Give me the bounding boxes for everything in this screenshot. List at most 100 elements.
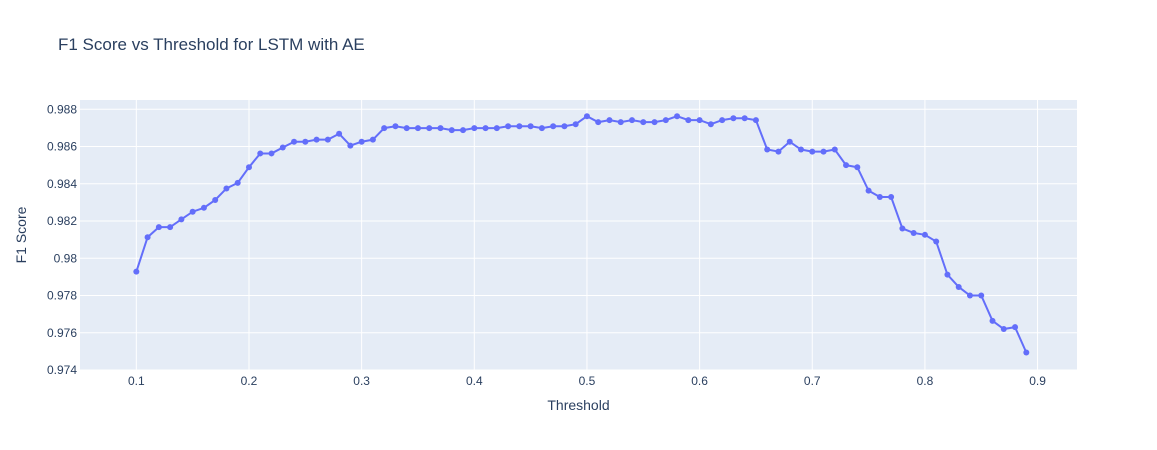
data-point	[167, 224, 174, 231]
data-point	[516, 123, 523, 130]
y-axis-label: F1 Score	[13, 206, 29, 263]
x-tick-labels: 0.1 0.2 0.3 0.4 0.5 0.6 0.7 0.8 0.9	[128, 374, 1046, 388]
data-point	[966, 292, 973, 299]
data-point	[797, 146, 804, 153]
data-point	[144, 234, 151, 241]
x-tick-label: 0.7	[804, 374, 821, 388]
data-point	[426, 125, 433, 132]
data-point	[302, 138, 309, 145]
data-point	[989, 317, 996, 324]
data-point	[696, 117, 703, 124]
x-tick-label: 0.3	[353, 374, 370, 388]
data-point	[674, 113, 681, 120]
data-point	[550, 123, 557, 130]
data-point	[629, 117, 636, 124]
data-point	[437, 125, 444, 132]
data-point	[617, 119, 624, 126]
data-point	[482, 125, 489, 132]
data-point	[764, 146, 771, 153]
x-tick-label: 0.4	[466, 374, 483, 388]
data-point	[595, 119, 602, 126]
data-point	[921, 231, 928, 238]
data-point	[1012, 324, 1019, 331]
data-point	[910, 229, 917, 236]
data-point	[336, 130, 343, 137]
data-point	[257, 150, 264, 157]
x-tick-label: 0.6	[691, 374, 708, 388]
x-tick-label: 0.8	[917, 374, 934, 388]
data-point	[831, 146, 838, 153]
data-point	[369, 136, 376, 143]
series-markers	[133, 113, 1030, 356]
data-point	[719, 117, 726, 124]
x-tick-label: 0.2	[241, 374, 258, 388]
y-tick-labels: 0.974 0.976 0.978 0.98 0.982 0.984 0.986 0.988	[47, 102, 77, 377]
y-gridlines	[80, 108, 1077, 371]
y-tick-label: 0.988	[47, 102, 77, 116]
data-point	[200, 204, 207, 211]
x-tick-label: 0.5	[579, 374, 596, 388]
data-point	[899, 225, 906, 232]
data-point	[955, 283, 962, 290]
data-point	[471, 125, 478, 132]
plot-area	[80, 100, 1077, 370]
data-point	[178, 216, 185, 223]
data-point	[245, 164, 252, 171]
data-point	[809, 148, 816, 155]
y-tick-label: 0.984	[47, 177, 77, 191]
data-point	[572, 121, 579, 128]
data-point	[606, 117, 613, 124]
data-point	[493, 125, 500, 132]
data-point	[460, 127, 467, 134]
data-point	[640, 119, 647, 126]
data-point	[392, 123, 399, 130]
data-point	[1023, 349, 1030, 356]
data-point	[538, 125, 545, 132]
data-point	[414, 125, 421, 132]
data-point	[527, 123, 534, 130]
x-tick-label: 0.1	[128, 374, 145, 388]
data-point	[561, 123, 568, 130]
data-point	[685, 117, 692, 124]
data-point	[775, 148, 782, 155]
data-point	[820, 148, 827, 155]
y-tick-label: 0.98	[54, 251, 78, 265]
data-point	[268, 150, 275, 157]
data-point	[155, 224, 162, 231]
data-point	[978, 292, 985, 299]
data-point	[752, 117, 759, 124]
x-gridlines	[135, 100, 1039, 370]
data-point	[279, 144, 286, 151]
data-point	[786, 138, 793, 145]
data-point	[583, 113, 590, 120]
data-point	[223, 185, 230, 192]
data-point	[933, 238, 940, 245]
x-tick-label: 0.9	[1029, 374, 1046, 388]
data-point	[133, 268, 140, 275]
y-tick-label: 0.982	[47, 214, 77, 228]
data-point	[854, 164, 861, 171]
data-point	[212, 196, 219, 203]
y-tick-label: 0.978	[47, 289, 77, 303]
data-point	[876, 194, 883, 201]
data-point	[448, 127, 455, 134]
data-point	[865, 187, 872, 194]
data-point	[381, 125, 388, 132]
data-point	[741, 115, 748, 122]
data-point	[324, 136, 331, 143]
data-point	[730, 115, 737, 122]
y-tick-label: 0.976	[47, 326, 77, 340]
data-point	[651, 119, 658, 126]
data-point	[347, 142, 354, 149]
y-tick-label: 0.974	[47, 363, 77, 377]
y-tick-label: 0.986	[47, 140, 77, 154]
data-point	[888, 194, 895, 201]
data-point	[662, 117, 669, 124]
data-point	[291, 138, 298, 145]
data-point	[234, 179, 241, 186]
data-point	[944, 271, 951, 278]
data-point	[313, 136, 320, 143]
data-point	[1000, 326, 1007, 333]
data-point	[843, 162, 850, 169]
